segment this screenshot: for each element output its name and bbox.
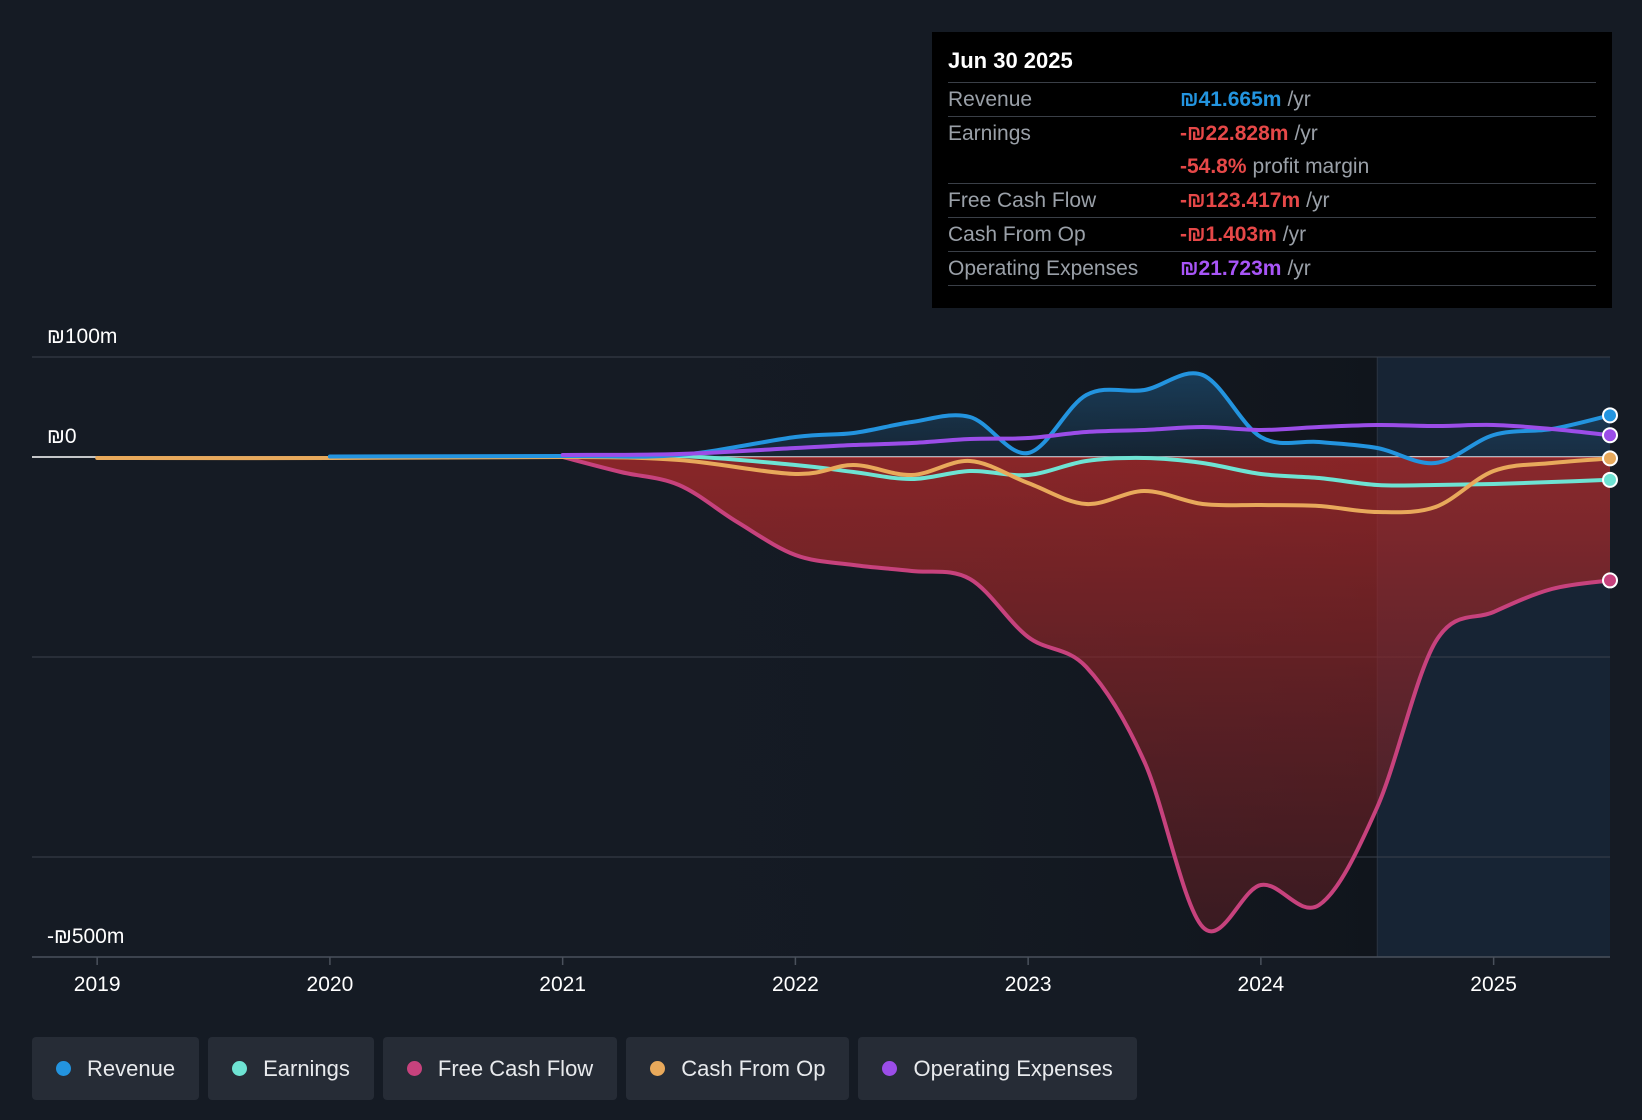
y-axis-label: ₪100m <box>47 325 117 348</box>
tooltip-row-free-cash-flow: Free Cash Flow -₪123.417m /yr <box>948 184 1596 218</box>
tooltip-label <box>948 150 1180 183</box>
x-tick-label: 2020 <box>307 973 354 996</box>
end-point-free-cash-flow <box>1602 572 1618 589</box>
legend-item-free-cash-flow[interactable]: Free Cash Flow <box>382 1037 618 1100</box>
end-point-revenue <box>1602 407 1618 424</box>
legend-label: Cash From Op <box>681 1055 826 1081</box>
legend-label: Revenue <box>87 1055 176 1081</box>
x-tick-label: 2023 <box>1005 973 1052 996</box>
tooltip-value: -₪1.403m <box>1180 223 1277 246</box>
tooltip-unit: profit margin <box>1252 155 1370 178</box>
tooltip-unit: /yr <box>1294 122 1318 145</box>
legend-item-revenue[interactable]: Revenue <box>32 1037 200 1100</box>
tooltip-row-cash-from-op: Cash From Op -₪1.403m /yr <box>948 218 1596 252</box>
y-axis-label: -₪500m <box>47 925 124 948</box>
tooltip-label: Free Cash Flow <box>948 189 1097 212</box>
end-point-cash-from-op <box>1602 450 1618 467</box>
legend-item-operating-expenses[interactable]: Operating Expenses <box>858 1037 1137 1100</box>
tooltip-row-earnings: Earnings -₪22.828m /yr <box>948 117 1596 150</box>
area-free-cash-flow <box>562 457 1611 932</box>
tooltip-label: Operating Expenses <box>948 257 1139 280</box>
x-tick-label: 2025 <box>1470 973 1517 996</box>
tooltip-panel: Jun 30 2025 Revenue ₪41.665m /yr Earning… <box>932 32 1612 308</box>
line-earnings <box>560 453 1612 488</box>
legend-item-earnings[interactable]: Earnings <box>208 1037 374 1100</box>
tooltip-value: ₪21.723m <box>1180 257 1282 280</box>
tooltip-value: -54.8% <box>1180 155 1247 178</box>
legend-dot-icon <box>56 1061 71 1076</box>
x-tick-label: 2024 <box>1238 973 1285 996</box>
tooltip-label: Revenue <box>948 88 1033 111</box>
line-operating-expenses <box>560 422 1612 457</box>
legend-label: Earnings <box>263 1055 350 1081</box>
tooltip-label: Earnings <box>948 122 1031 145</box>
tooltip-unit: /yr <box>1287 88 1311 111</box>
legend-dot-icon <box>232 1061 248 1076</box>
tooltip-value: -₪22.828m <box>1180 122 1289 145</box>
x-tick-label: 2022 <box>772 973 819 996</box>
end-point-earnings <box>1602 471 1618 488</box>
y-axis-label: ₪0 <box>47 425 77 448</box>
legend-dot-icon <box>406 1061 422 1076</box>
tooltip-unit: /yr <box>1287 257 1311 280</box>
legend-dot-icon <box>650 1061 666 1076</box>
tooltip-unit: /yr <box>1282 223 1307 246</box>
tooltip-date: Jun 30 2025 <box>948 46 1596 83</box>
tooltip-row-revenue: Revenue ₪41.665m /yr <box>948 83 1596 117</box>
legend-dot-icon <box>882 1061 898 1076</box>
chart-svg: ₪100m ₪0 -₪500m 2019 2020 2021 2022 2023 2024 202… <box>32 325 1618 996</box>
end-point-operating-expenses <box>1602 427 1618 444</box>
x-tick-label: 2019 <box>74 973 121 996</box>
tooltip-value: ₪41.665m <box>1180 88 1282 111</box>
tooltip-unit: /yr <box>1306 189 1330 212</box>
x-tick-label: 2021 <box>539 973 586 996</box>
tooltip-label: Cash From Op <box>948 223 1086 246</box>
line-free-cash-flow <box>560 455 1612 934</box>
legend: Revenue Earnings Free Cash Flow Cash Fro… <box>32 1037 1137 1100</box>
legend-item-cash-from-op[interactable]: Cash From Op <box>626 1037 850 1100</box>
tooltip-row-profit-margin: -54.8% profit margin <box>948 150 1596 184</box>
legend-label: Operating Expenses <box>913 1055 1113 1081</box>
tooltip-value: -₪123.417m <box>1180 189 1301 212</box>
tooltip-row-operating-expenses: Operating Expenses ₪21.723m /yr <box>948 252 1596 286</box>
legend-label: Free Cash Flow <box>437 1055 594 1081</box>
